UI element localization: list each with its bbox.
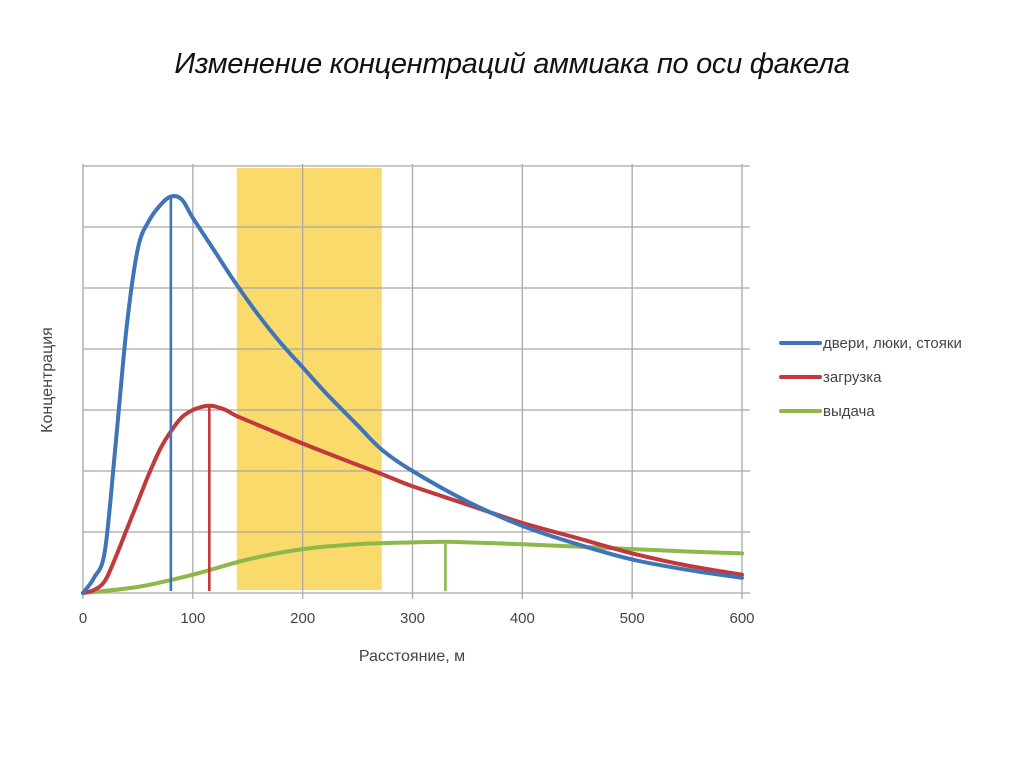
legend: двери, люки, стояки загрузка выдача xyxy=(779,335,962,420)
chart-title: Изменение концентраций аммиака по оси фа… xyxy=(174,48,850,80)
series-lines xyxy=(81,194,744,595)
x-axis-label: Расстояние, м xyxy=(359,648,465,665)
x-tick-label: 300 xyxy=(400,610,425,627)
x-tick-label: 0 xyxy=(79,610,87,627)
legend-label: загрузка xyxy=(823,369,882,386)
x-tick-label: 500 xyxy=(620,610,645,627)
legend-label: двери, люки, стояки xyxy=(823,335,962,352)
x-tick-label: 400 xyxy=(510,610,535,627)
highlight-band-rect xyxy=(236,168,382,590)
legend-label: выдача xyxy=(823,403,875,420)
y-axis-label: Концентрация xyxy=(39,327,56,433)
peak-markers xyxy=(169,196,447,591)
x-tick-label: 600 xyxy=(729,610,754,627)
x-axis-ticks: 0 100 200 300 400 500 600 xyxy=(79,610,755,627)
series-line-2 xyxy=(81,539,744,595)
x-tick-label: 100 xyxy=(180,610,205,627)
x-tick-label: 200 xyxy=(290,610,315,627)
series-line-0 xyxy=(81,194,744,595)
gridlines xyxy=(82,164,750,599)
highlight-band xyxy=(236,168,382,590)
